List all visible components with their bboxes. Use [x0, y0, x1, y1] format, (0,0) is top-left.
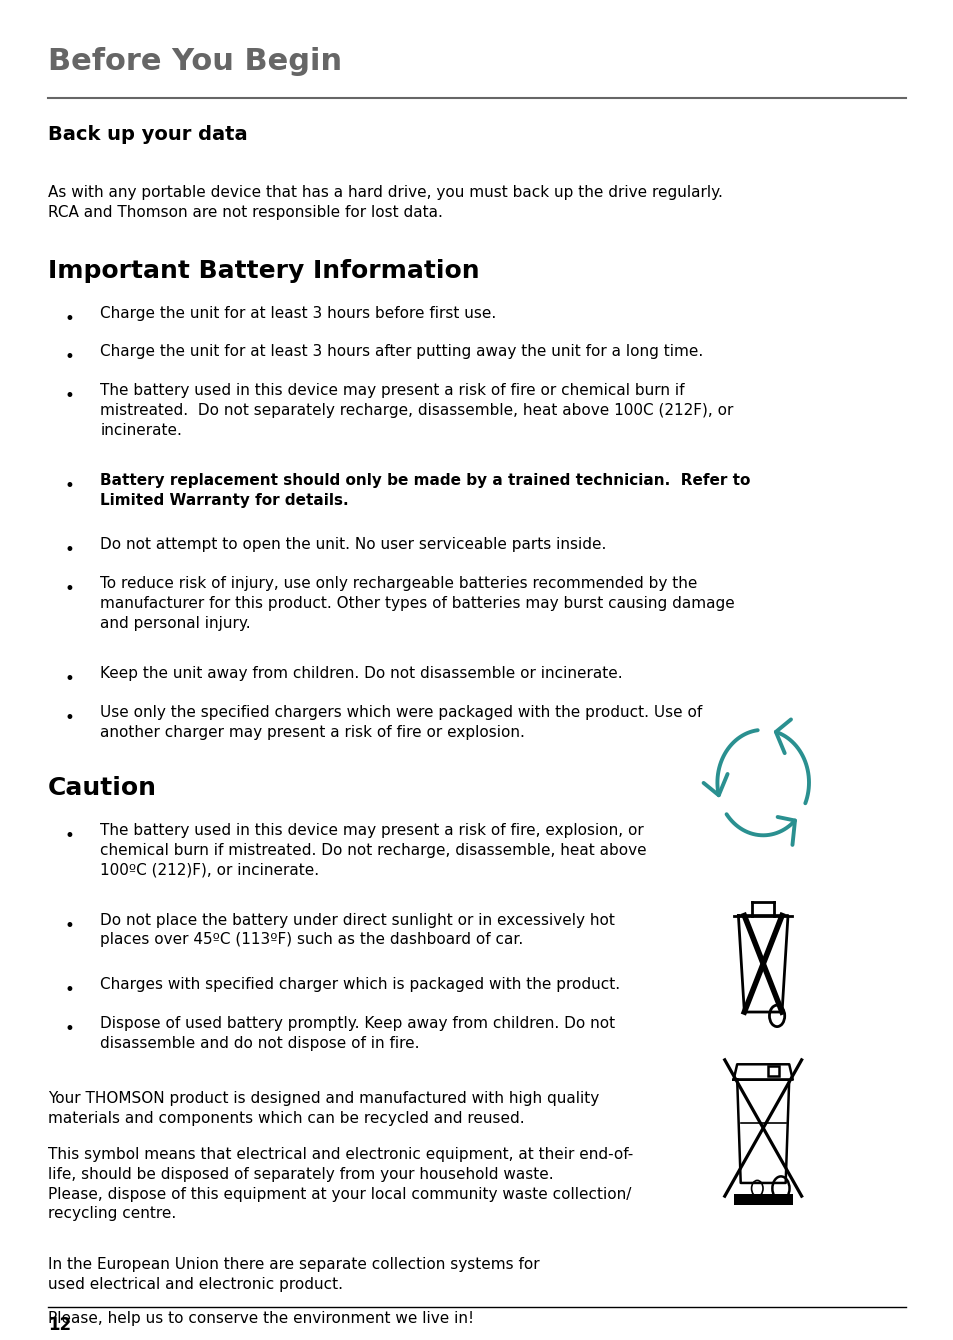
- Text: Battery replacement should only be made by a trained technician.  Refer to
Limit: Battery replacement should only be made …: [100, 473, 750, 508]
- Text: Do not place the battery under direct sunlight or in excessively hot
places over: Do not place the battery under direct su…: [100, 913, 615, 947]
- Text: This symbol means that electrical and electronic equipment, at their end-of-
lif: This symbol means that electrical and el…: [48, 1147, 632, 1222]
- Bar: [733, 1194, 792, 1205]
- Text: The battery used in this device may present a risk of fire or chemical burn if
m: The battery used in this device may pres…: [100, 383, 733, 438]
- Text: •: •: [65, 670, 74, 687]
- Text: The battery used in this device may present a risk of fire, explosion, or
chemic: The battery used in this device may pres…: [100, 823, 646, 878]
- Text: Use only the specified chargers which were packaged with the product. Use of
ano: Use only the specified chargers which we…: [100, 705, 701, 740]
- Text: To reduce risk of injury, use only rechargeable batteries recommended by the
man: To reduce risk of injury, use only recha…: [100, 576, 734, 631]
- Text: •: •: [65, 580, 74, 598]
- Text: •: •: [65, 709, 74, 726]
- Text: Before You Begin: Before You Begin: [48, 47, 341, 76]
- Text: Back up your data: Back up your data: [48, 125, 247, 143]
- Bar: [767, 1067, 778, 1076]
- Text: Keep the unit away from children. Do not disassemble or incinerate.: Keep the unit away from children. Do not…: [100, 666, 622, 681]
- Text: As with any portable device that has a hard drive, you must back up the drive re: As with any portable device that has a h…: [48, 185, 721, 220]
- Text: Caution: Caution: [48, 776, 156, 800]
- Text: Charges with specified charger which is packaged with the product.: Charges with specified charger which is …: [100, 977, 619, 992]
- Text: •: •: [65, 981, 74, 998]
- Text: •: •: [65, 477, 74, 494]
- Text: •: •: [65, 348, 74, 366]
- Text: Please, help us to conserve the environment we live in!: Please, help us to conserve the environm…: [48, 1311, 474, 1325]
- Text: •: •: [65, 827, 74, 844]
- Text: •: •: [65, 310, 74, 327]
- Text: •: •: [65, 387, 74, 405]
- Text: •: •: [65, 541, 74, 559]
- Text: Charge the unit for at least 3 hours before first use.: Charge the unit for at least 3 hours bef…: [100, 306, 496, 320]
- Text: •: •: [65, 917, 74, 934]
- Text: 12: 12: [48, 1316, 71, 1333]
- Text: Your THOMSON product is designed and manufactured with high quality
materials an: Your THOMSON product is designed and man…: [48, 1091, 598, 1126]
- Text: Important Battery Information: Important Battery Information: [48, 259, 478, 283]
- Text: Do not attempt to open the unit. No user serviceable parts inside.: Do not attempt to open the unit. No user…: [100, 537, 606, 552]
- Text: In the European Union there are separate collection systems for
used electrical : In the European Union there are separate…: [48, 1257, 538, 1292]
- Text: Dispose of used battery promptly. Keep away from children. Do not
disassemble an: Dispose of used battery promptly. Keep a…: [100, 1016, 615, 1051]
- Text: Charge the unit for at least 3 hours after putting away the unit for a long time: Charge the unit for at least 3 hours aft…: [100, 344, 702, 359]
- Text: •: •: [65, 1020, 74, 1037]
